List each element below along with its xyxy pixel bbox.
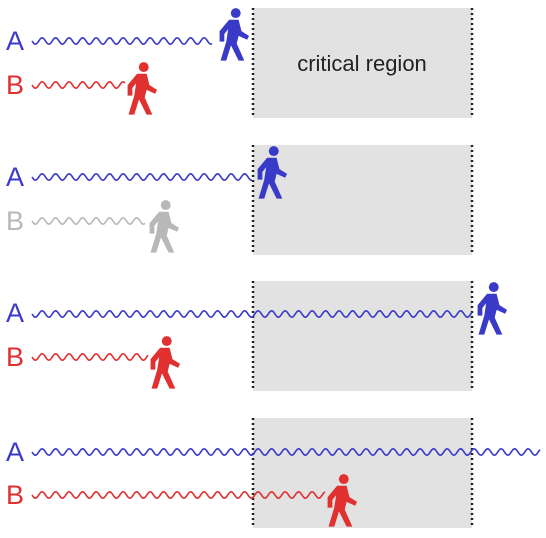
thread-a-row: A [6, 8, 250, 61]
scenario-2: A B [6, 145, 474, 255]
critical-region-box [253, 145, 472, 255]
thread-letter: B [6, 480, 24, 510]
thread-a-row: A [6, 146, 288, 199]
thread-path [31, 352, 149, 362]
walking-person-icon [219, 8, 250, 61]
thread-path [31, 80, 126, 90]
thread-letter: A [6, 437, 24, 467]
thread-path [31, 36, 213, 46]
thread-letter: A [6, 26, 24, 56]
thread-letter: B [6, 342, 24, 372]
thread-letter: B [6, 206, 24, 236]
thread-path [31, 447, 541, 457]
thread-letter: A [6, 298, 24, 328]
thread-b-row: B [6, 62, 158, 115]
critical-region-box [253, 418, 472, 528]
thread-path [31, 216, 146, 226]
thread-letter: A [6, 162, 24, 192]
thread-b-row: B [6, 200, 180, 253]
walking-person-icon [127, 62, 158, 115]
scenario-4: A B [6, 418, 541, 528]
thread-a-row: A [6, 282, 508, 335]
walking-person-icon [149, 200, 180, 253]
scenario-3: A B [6, 281, 508, 391]
walking-person-icon [477, 282, 508, 335]
critical-region-label: critical region [297, 51, 427, 76]
thread-path [31, 309, 473, 319]
thread-b-row: B [6, 474, 358, 527]
critical-region-box [253, 8, 472, 118]
thread-b-row: B [6, 336, 181, 389]
thread-path [31, 172, 253, 182]
thread-path [31, 490, 326, 500]
critical-region-box [253, 281, 472, 391]
thread-a-row: A [6, 437, 541, 467]
walking-person-icon [150, 336, 181, 389]
thread-letter: B [6, 70, 24, 100]
scenario-1: critical region A B [6, 8, 474, 118]
